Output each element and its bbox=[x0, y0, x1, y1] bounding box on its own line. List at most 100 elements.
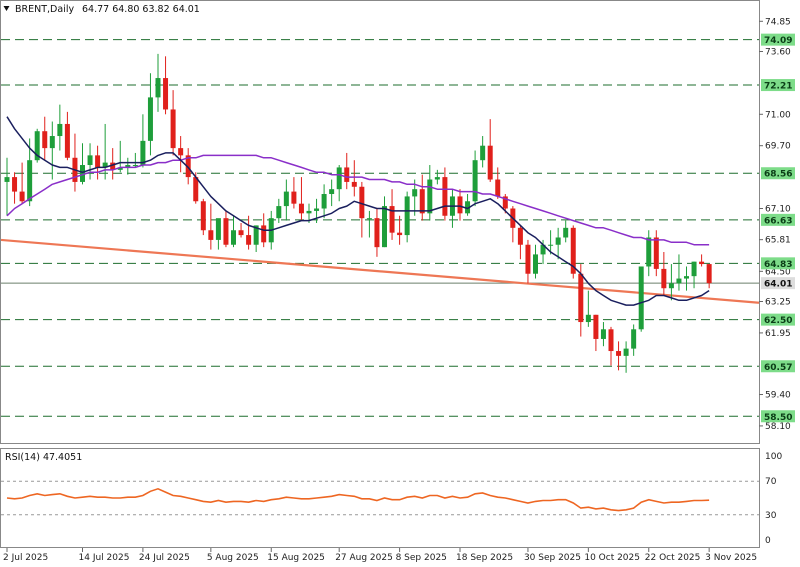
candle-body-92 bbox=[699, 261, 705, 265]
level-label-2: 68.56 bbox=[764, 170, 792, 180]
candle-body-56 bbox=[427, 179, 433, 214]
candle-body-15 bbox=[117, 167, 123, 170]
rsi-tick-3: 0 bbox=[765, 536, 771, 546]
candle-body-19 bbox=[147, 97, 153, 141]
candle-body-41 bbox=[314, 208, 320, 211]
candle-body-76 bbox=[578, 273, 584, 323]
candle-body-29 bbox=[223, 218, 229, 245]
candle-body-38 bbox=[291, 191, 297, 204]
level-label-bg-4 bbox=[761, 257, 795, 270]
candle-body-27 bbox=[208, 230, 214, 240]
candle-body-32 bbox=[246, 235, 252, 245]
candle-body-36 bbox=[276, 206, 282, 219]
candle-body-75 bbox=[570, 227, 576, 274]
moving-averages-layer bbox=[6, 116, 710, 306]
candle-body-53 bbox=[404, 196, 410, 236]
price-tick-10: 58.10 bbox=[765, 422, 791, 432]
time-tick-9: 10 Oct 2025 bbox=[584, 553, 640, 563]
time-tick-1: 14 Jul 2025 bbox=[79, 553, 130, 563]
time-tick-8: 30 Sep 2025 bbox=[524, 553, 581, 563]
price-tick-5: 65.81 bbox=[765, 236, 791, 246]
candle-body-85 bbox=[646, 237, 652, 267]
candle-body-48 bbox=[366, 218, 372, 220]
candle-body-64 bbox=[487, 145, 493, 180]
candle-body-33 bbox=[253, 225, 259, 245]
candle-body-1 bbox=[12, 177, 18, 192]
level-label-3: 66.63 bbox=[764, 216, 792, 226]
time-tick-4: 15 Aug 2025 bbox=[267, 553, 325, 563]
candle-body-16 bbox=[125, 165, 131, 168]
level-label-0: 74.09 bbox=[764, 36, 792, 46]
time-tick-0: 2 Jul 2025 bbox=[3, 553, 48, 563]
candle-body-89 bbox=[676, 278, 682, 284]
rsi-axis: 100 70 30 0 bbox=[765, 452, 782, 546]
candle-body-12 bbox=[95, 155, 101, 168]
candle-body-71 bbox=[540, 244, 546, 255]
candle-body-25 bbox=[193, 177, 199, 202]
time-tick-2: 24 Jul 2025 bbox=[139, 553, 190, 563]
candle-body-54 bbox=[412, 189, 418, 197]
candle-body-6 bbox=[49, 136, 55, 149]
candle-body-22 bbox=[170, 109, 176, 149]
level-label-1: 72.21 bbox=[764, 82, 792, 92]
rsi-label: RSI(14) 47.4051 bbox=[5, 452, 82, 463]
triangle-down-icon[interactable] bbox=[3, 6, 10, 11]
candle-body-70 bbox=[533, 254, 538, 274]
level-label-bg-5 bbox=[761, 313, 795, 326]
candle-body-45 bbox=[344, 167, 350, 182]
support-resistance-levels bbox=[1, 39, 759, 417]
symbol-label: BRENT,Daily bbox=[15, 4, 74, 15]
candle-body-73 bbox=[555, 237, 561, 245]
rsi-tick-0: 100 bbox=[765, 452, 782, 462]
candle-body-2 bbox=[19, 191, 25, 202]
candle-body-5 bbox=[42, 131, 48, 149]
rsi-panel-frame bbox=[0, 448, 760, 548]
level-label-bg-0 bbox=[761, 33, 795, 46]
price-tick-1: 73.60 bbox=[765, 47, 791, 57]
level-label-7: 58.50 bbox=[764, 413, 792, 423]
level-label-bg-7 bbox=[761, 410, 795, 423]
candle-body-63 bbox=[480, 145, 486, 161]
rsi-tick-2: 30 bbox=[765, 511, 777, 521]
candle-body-49 bbox=[374, 218, 380, 248]
price-tick-0: 74.85 bbox=[765, 17, 791, 27]
candle-body-51 bbox=[389, 206, 395, 233]
candle-body-68 bbox=[517, 227, 523, 245]
price-tick-9: 59.40 bbox=[765, 391, 791, 401]
candle-body-44 bbox=[336, 167, 342, 190]
candle-body-87 bbox=[661, 268, 667, 289]
candle-body-10 bbox=[80, 165, 85, 182]
candle-body-50 bbox=[382, 206, 387, 248]
candle-body-81 bbox=[616, 351, 622, 356]
candle-body-69 bbox=[525, 244, 531, 274]
level-label-4: 64.83 bbox=[764, 260, 792, 270]
candle-body-65 bbox=[495, 179, 501, 197]
trendline bbox=[1, 238, 759, 304]
rsi-layer bbox=[1, 480, 759, 516]
candle-body-57 bbox=[434, 177, 440, 180]
candle-body-55 bbox=[419, 189, 425, 214]
candle-body-90 bbox=[684, 276, 689, 279]
candle-body-80 bbox=[608, 329, 614, 352]
candle-body-78 bbox=[593, 314, 599, 339]
candle-body-26 bbox=[200, 201, 206, 231]
candle-body-66 bbox=[502, 196, 508, 209]
current-price-tag: 64.01 bbox=[764, 280, 792, 290]
rsi-tick-1: 70 bbox=[765, 477, 777, 487]
level-label-bg-1 bbox=[761, 79, 795, 92]
candles-layer bbox=[4, 53, 712, 373]
candle-body-52 bbox=[397, 232, 403, 236]
candle-body-4 bbox=[34, 131, 40, 161]
candle-body-8 bbox=[64, 123, 70, 158]
candle-body-86 bbox=[653, 237, 659, 269]
candle-body-91 bbox=[691, 261, 697, 277]
trendline-layer bbox=[1, 238, 759, 304]
price-tick-8: 61.95 bbox=[765, 329, 791, 339]
time-tick-5: 27 Aug 2025 bbox=[335, 553, 393, 563]
candle-body-72 bbox=[548, 244, 554, 246]
candle-body-43 bbox=[329, 189, 335, 195]
candle-body-28 bbox=[215, 218, 221, 240]
price-tick-3: 69.70 bbox=[765, 142, 791, 152]
